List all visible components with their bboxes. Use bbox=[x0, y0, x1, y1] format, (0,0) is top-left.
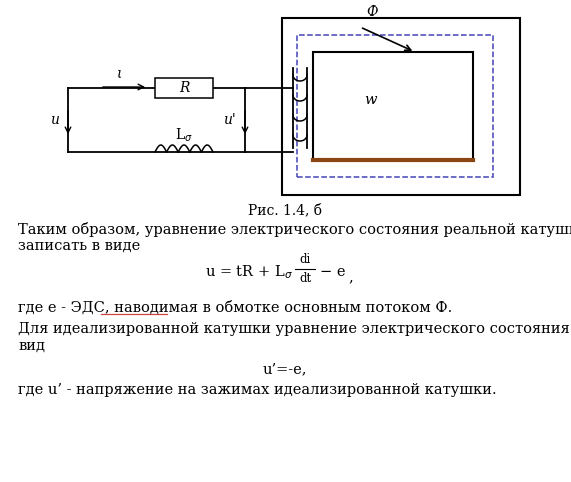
Bar bbox=[155, 78, 213, 98]
Text: w: w bbox=[364, 93, 376, 107]
Text: di: di bbox=[299, 253, 311, 266]
Text: Рис. 1.4, б: Рис. 1.4, б bbox=[248, 203, 322, 217]
Text: dt: dt bbox=[299, 272, 311, 285]
Text: где e - ЭДС, наводимая в обмотке основным потоком Ф.: где e - ЭДС, наводимая в обмотке основны… bbox=[18, 300, 452, 314]
Text: u': u' bbox=[223, 113, 235, 127]
Text: вид: вид bbox=[18, 339, 45, 353]
Text: ι: ι bbox=[117, 67, 123, 81]
Text: R: R bbox=[179, 81, 189, 95]
Bar bbox=[313, 52, 473, 160]
Text: ,: , bbox=[348, 270, 353, 284]
Text: Таким образом, уравнение электрического состояния реальной катушки можно: Таким образом, уравнение электрического … bbox=[18, 222, 571, 237]
Text: u = tR + L$_\sigma$: u = tR + L$_\sigma$ bbox=[205, 263, 293, 281]
Text: u: u bbox=[50, 113, 58, 127]
Text: где u’ - напряжение на зажимах идеализированной катушки.: где u’ - напряжение на зажимах идеализир… bbox=[18, 383, 497, 397]
Text: Ф: Ф bbox=[366, 5, 378, 19]
Bar bbox=[282, 18, 520, 195]
Text: u’=-e,: u’=-e, bbox=[263, 362, 307, 376]
Text: записать в виде: записать в виде bbox=[18, 239, 140, 253]
Bar bbox=[297, 35, 493, 177]
Text: L$_\sigma$: L$_\sigma$ bbox=[175, 126, 193, 144]
Text: Для идеализированной катушки уравнение электрического состояния примет: Для идеализированной катушки уравнение э… bbox=[18, 322, 571, 336]
Text: − e: − e bbox=[320, 265, 345, 279]
